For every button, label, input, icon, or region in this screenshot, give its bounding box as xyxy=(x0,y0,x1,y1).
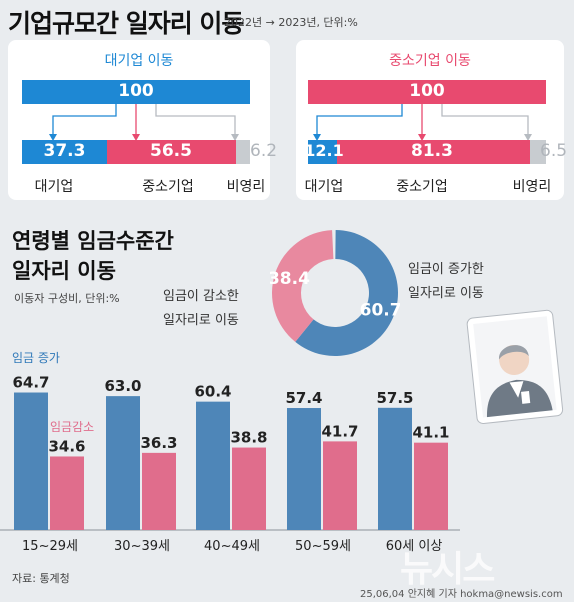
page-subtitle: 2022년 → 2023년, 단위:% xyxy=(224,16,358,29)
segment-sme-value: 81.3 xyxy=(411,141,453,161)
bar-increase xyxy=(14,392,48,530)
page-title: 기업규모간 일자리 이동 xyxy=(8,9,244,38)
arrow-head xyxy=(418,134,426,141)
section-subtitle: 이동자 구성비, 단위:% xyxy=(14,292,120,305)
bar-value-label: 34.6 xyxy=(48,437,85,455)
person-body xyxy=(486,379,553,418)
watermark-logo: 뉴시스 xyxy=(400,549,495,590)
segment-nonprofit-value: 6.5 xyxy=(540,141,568,161)
donut-label-decrease: 임금이 감소한 일자리로 이동 xyxy=(163,289,239,328)
donut-chart: 60.7 38.4 xyxy=(270,230,400,356)
category-label: 비영리 xyxy=(512,179,552,195)
legend-decrease: 임금감소 xyxy=(50,420,95,434)
segment-sme xyxy=(336,140,531,164)
panel-title: 대기업 이동 xyxy=(104,53,174,69)
arrow-head xyxy=(132,134,140,141)
bar-increase xyxy=(378,407,412,530)
bar-value-label: 63.0 xyxy=(104,377,141,395)
bar-decrease xyxy=(50,456,84,530)
segment-nonprofit-value: 6.2 xyxy=(250,141,278,161)
arrow-head xyxy=(231,134,239,141)
segment-large xyxy=(22,140,108,164)
donut-slice-increase xyxy=(295,230,398,356)
bar-decrease xyxy=(323,441,357,530)
segment-large xyxy=(308,140,337,164)
donut-value-decrease: 38.4 xyxy=(270,269,310,289)
worker-illustration xyxy=(466,309,564,425)
category-label: 대기업 xyxy=(34,179,74,195)
bar-increase xyxy=(196,401,230,530)
panel-title: 중소기업 이동 xyxy=(389,53,471,69)
bar-decrease xyxy=(142,452,176,530)
bar-value-label: 64.7 xyxy=(12,374,49,392)
total-bar-label: 100 xyxy=(409,81,445,101)
arrow-head xyxy=(524,134,532,141)
total-bar xyxy=(308,80,546,104)
arrow-to-large xyxy=(52,104,117,136)
category-label: 대기업 xyxy=(304,179,344,195)
arrow-to-nonprofit xyxy=(441,104,529,136)
flow-arrows xyxy=(49,104,239,141)
arrow-to-large xyxy=(316,104,403,136)
donut-value-increase: 60.7 xyxy=(360,300,400,320)
segment-large-value: 12.1 xyxy=(304,141,344,160)
bar-value-label: 36.3 xyxy=(140,434,177,452)
bar-value-label: 41.7 xyxy=(321,422,358,440)
source-note: 자료: 통계청 xyxy=(12,572,70,585)
x-tick-label: 15~29세 xyxy=(22,539,78,554)
segment-sme-value: 56.5 xyxy=(150,141,192,161)
segment-large-value: 37.3 xyxy=(43,141,86,161)
x-tick-label: 30~39세 xyxy=(114,539,170,554)
bar-value-label: 38.8 xyxy=(230,429,267,447)
panel-large-company: 대기업 이동 100 37.3 56.5 6.2 대기업 중소기업 비영리 xyxy=(8,40,277,200)
legend-increase: 임금 증가 xyxy=(12,351,60,365)
bar-value-label: 60.4 xyxy=(194,383,231,401)
bar-value-label: 57.4 xyxy=(285,389,322,407)
x-tick-label: 50~59세 xyxy=(295,539,351,554)
segment-nonprofit xyxy=(235,140,250,164)
total-bar-label: 100 xyxy=(118,81,154,101)
category-label: 중소기업 xyxy=(142,179,194,195)
section-title: 연령별 임금수준간 일자리 이동 xyxy=(12,229,174,283)
segment-sme xyxy=(107,140,236,164)
x-tick-label: 40~49세 xyxy=(204,539,260,554)
bar-decrease xyxy=(414,442,448,530)
bar-increase xyxy=(287,408,321,530)
x-tick-label: 60세 이상 xyxy=(386,539,443,554)
bar-value-label: 57.5 xyxy=(376,389,413,407)
donut-slice-decrease xyxy=(271,230,334,342)
bar-decrease xyxy=(232,447,266,530)
donut-label-increase: 임금이 증가한 일자리로 이동 xyxy=(408,262,484,301)
category-label: 중소기업 xyxy=(396,179,448,195)
arrow-head xyxy=(49,134,57,141)
arrow-head xyxy=(313,134,321,141)
segment-nonprofit xyxy=(530,140,546,164)
panel-sme: 중소기업 이동 100 12.1 81.3 6.5 대기업 중소기업 비영리 xyxy=(296,40,568,200)
flow-arrows xyxy=(313,104,532,141)
bar-value-label: 41.1 xyxy=(412,424,449,442)
credit-line: 25,06,04 안지혜 기자 hokma@newsis.com xyxy=(360,589,563,600)
age-bar-chart: 64.7 34.6 15~29세 63.0 36.3 30~39세 60.4 38.8 40~4… xyxy=(0,374,460,554)
bar-increase xyxy=(106,396,140,530)
arrow-to-nonprofit xyxy=(155,104,236,136)
total-bar xyxy=(22,80,250,104)
category-label: 비영리 xyxy=(226,179,266,195)
person-hair xyxy=(499,345,529,360)
